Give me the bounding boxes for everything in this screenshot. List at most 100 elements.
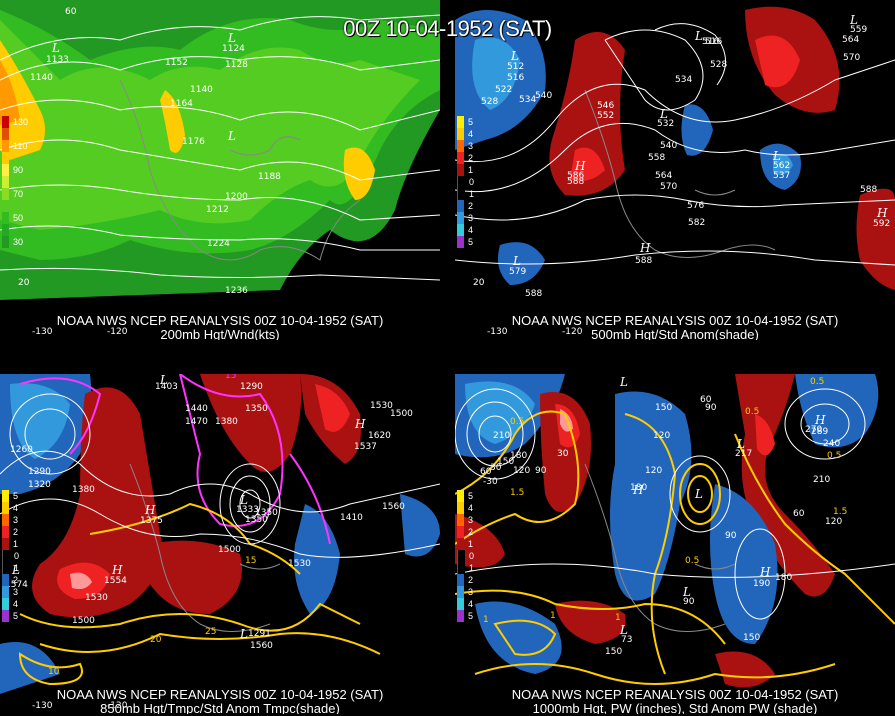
legend-label: 4 bbox=[468, 599, 474, 609]
low-marker: L bbox=[736, 437, 745, 451]
legend-swatch bbox=[457, 128, 464, 140]
wind-shade-jet bbox=[0, 20, 420, 230]
panel-1000mb-height-pw: 210 180 150 120 90 60 30 -30 150 120 90 … bbox=[455, 374, 895, 714]
low-marker: L bbox=[659, 107, 668, 121]
pos-anomaly-c bbox=[150, 540, 242, 614]
map-label: 60 bbox=[65, 7, 77, 17]
neg-anomaly-e bbox=[795, 374, 879, 448]
high-marker: H bbox=[876, 206, 888, 220]
legend-label: 1 bbox=[469, 189, 475, 199]
legend-row: 5 bbox=[2, 490, 36, 502]
contour-label: 1560 bbox=[382, 502, 405, 512]
legend-label: 70 bbox=[13, 189, 24, 199]
contour-label: 210 bbox=[493, 431, 510, 441]
wind-shade-core-1 bbox=[0, 40, 45, 160]
contour-label: 588 bbox=[860, 185, 877, 195]
legend-swatch bbox=[457, 224, 464, 236]
high-marker: H bbox=[632, 483, 644, 497]
contour-label: 1410 bbox=[340, 513, 363, 523]
legend-label: 5 bbox=[468, 237, 474, 247]
contour-label: 528 bbox=[481, 97, 498, 107]
legend-label: 1 bbox=[468, 539, 474, 549]
contour-label: 30 bbox=[490, 463, 502, 473]
contour-label: 540 bbox=[660, 141, 677, 151]
neg-anomaly-s bbox=[475, 601, 562, 674]
legend-row: 2 bbox=[457, 200, 491, 212]
legend-850mb: 5 4 3 2 1 0 1 2 3 4 5 bbox=[2, 490, 36, 622]
pressure-value: 1554 bbox=[104, 576, 127, 586]
legend-label: 5 bbox=[468, 117, 474, 127]
legend-swatch bbox=[457, 140, 464, 152]
low-marker: L bbox=[227, 31, 236, 45]
legend-swatch bbox=[457, 152, 464, 164]
legend-swatch bbox=[2, 574, 9, 586]
pw-label: 1.5 bbox=[510, 488, 524, 498]
contour-label: 1236 bbox=[225, 286, 248, 296]
legend-row: 5 bbox=[457, 490, 491, 502]
pressure-value: 1133 bbox=[46, 55, 69, 65]
pos-anomaly-ne-core bbox=[755, 35, 800, 88]
legend-label: 3 bbox=[468, 141, 474, 151]
contour-label: 570 bbox=[660, 182, 677, 192]
pressure-value: 537 bbox=[773, 171, 790, 181]
contour-label: 528 bbox=[710, 60, 727, 70]
pw-label: 0.5 bbox=[810, 377, 824, 387]
legend-swatch bbox=[457, 236, 464, 248]
pressure-value: 512 bbox=[507, 62, 524, 72]
pressure-value: 532 bbox=[657, 119, 674, 129]
contour-label: 120 bbox=[825, 517, 842, 527]
pos-anomaly-ne2-core bbox=[315, 384, 350, 432]
map-label: -130 bbox=[32, 701, 53, 711]
contour-label: 564 bbox=[842, 35, 859, 45]
contour-label: 1350 bbox=[245, 515, 268, 525]
contour-label: 240 bbox=[823, 439, 840, 449]
legend-row: 130 bbox=[2, 116, 36, 128]
contour-label: 564 bbox=[655, 171, 672, 181]
pos-anomaly-w bbox=[32, 387, 162, 618]
high-marker: H bbox=[814, 413, 826, 427]
low-marker: L bbox=[849, 13, 858, 27]
legend-swatch bbox=[457, 550, 465, 562]
legend-row: 1 bbox=[457, 188, 491, 200]
legend-row: 2 bbox=[2, 574, 36, 586]
legend-row: 3 bbox=[457, 514, 491, 526]
contour-label: 1290 bbox=[28, 467, 51, 477]
legend-swatch bbox=[2, 514, 9, 526]
legend-swatch bbox=[2, 490, 9, 502]
contour-label: 1530 bbox=[370, 401, 393, 411]
legend-row: 3 bbox=[457, 586, 491, 598]
legend-row: 1 bbox=[457, 164, 491, 176]
neg-anomaly-c bbox=[681, 104, 713, 156]
contour-label: 1500 bbox=[390, 409, 413, 419]
pressure-value: 289 bbox=[811, 427, 828, 437]
contour-label: 1224 bbox=[207, 239, 230, 249]
panel-500mb-height-anomaly: L 512 516 522 528 534 540 546 552 558 56… bbox=[455, 0, 895, 340]
contour-label: 576 bbox=[687, 201, 704, 211]
contour-label: 1440 bbox=[185, 404, 208, 414]
legend-swatch bbox=[2, 164, 9, 176]
panel-850mb-height-temperature: 1290 1350 1440 1470 1380 1260 1290 1320 … bbox=[0, 374, 440, 714]
legend-row: 5 bbox=[457, 116, 491, 128]
coastline bbox=[129, 463, 281, 632]
map-200mb: 1140 1152 1128 1140 1164 1176 1188 1200 … bbox=[0, 0, 440, 340]
legend-row bbox=[2, 128, 36, 140]
legend-row: 1 bbox=[457, 538, 491, 550]
contour-label: 90 bbox=[705, 403, 717, 413]
contour-label: 60 bbox=[480, 467, 492, 477]
legend-label: 3 bbox=[468, 587, 474, 597]
legend-label: 2 bbox=[468, 575, 474, 585]
legend-swatch bbox=[2, 152, 9, 164]
legend-row: 5 bbox=[457, 236, 491, 248]
panel-caption-source: NOAA NWS NCEP REANALYSIS 00Z 10-04-1952 … bbox=[56, 313, 384, 328]
contour-label: 1560 bbox=[250, 641, 273, 651]
coastline bbox=[119, 79, 361, 261]
legend-200mb: 130 110 90 70 50 30 bbox=[2, 116, 36, 248]
pos-anomaly-s bbox=[555, 600, 626, 644]
contour-label: 522 bbox=[495, 85, 512, 95]
contour-label: 120 bbox=[653, 431, 670, 441]
contour-label: -30 bbox=[483, 477, 498, 487]
map-1000mb: 210 180 150 120 90 60 30 -30 150 120 90 … bbox=[455, 374, 895, 714]
legend-label: 2 bbox=[468, 527, 474, 537]
contour-label: 30 bbox=[557, 449, 569, 459]
temp-label: 20 bbox=[150, 635, 162, 645]
